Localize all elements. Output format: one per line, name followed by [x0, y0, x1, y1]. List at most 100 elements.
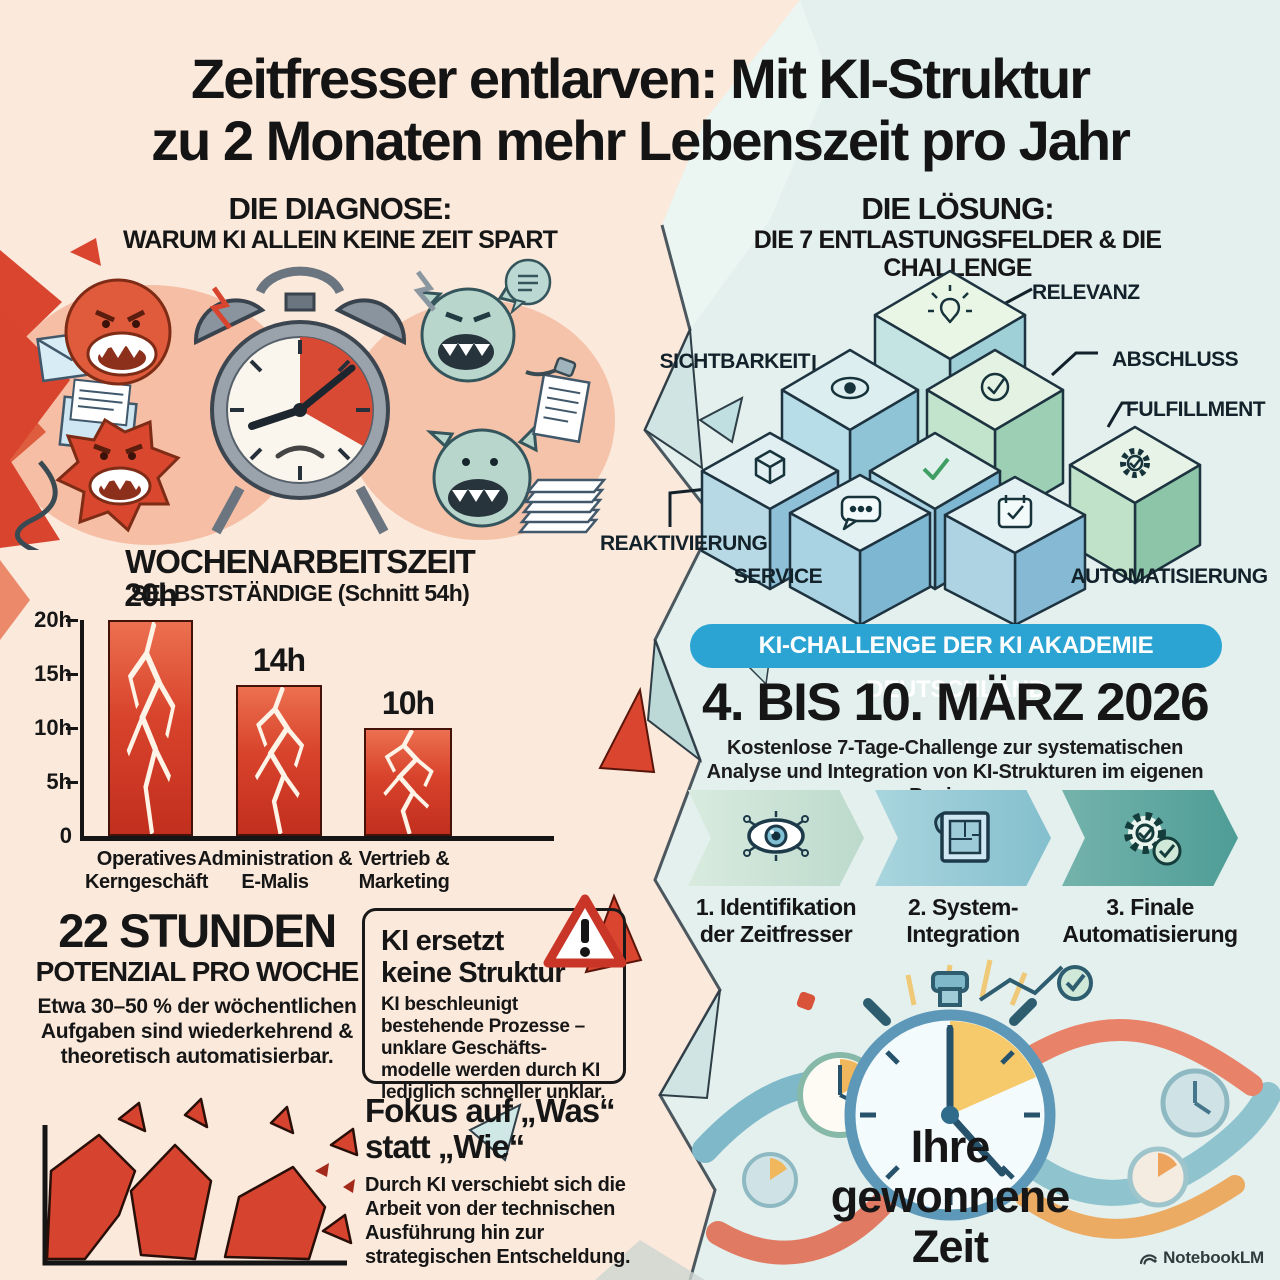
package-icon — [754, 449, 786, 485]
paper-stack-icon — [517, 478, 607, 534]
y-tick-label: 0 — [59, 823, 72, 848]
warning-box: KI ersetzt keine Struktur KI beschleunig… — [362, 908, 626, 1103]
title-line-1: Zeitfresser entlarven: Mit KI-Struktur — [191, 47, 1091, 110]
field-label-relevanz: RELEVANZ — [1032, 281, 1140, 304]
red-dot — [796, 991, 816, 1011]
trend-check-icon — [978, 965, 1093, 1002]
fokus-block: Fokus auf „Was“ statt „Wie“ Durch KI ver… — [365, 1093, 665, 1269]
category-label: Operatives Kerngeschäft — [84, 848, 208, 893]
blueprint-icon — [934, 811, 990, 863]
field-label-service: SERVICE — [733, 565, 823, 588]
step-arrow-3 — [1062, 790, 1238, 886]
warning-body: KI beschleunigt bestehende Prozesse – un… — [381, 994, 606, 1103]
potential-body: Etwa 30–50 % der wöchentlichen Aufgaben … — [37, 995, 357, 1068]
time-eater-monsters-illustration — [0, 258, 615, 550]
result-text: Ihre gewonnene Zeit — [830, 1121, 1071, 1272]
challenge-steps: 1. Identifikation der Zeitfresser 2. Sys… — [688, 790, 1238, 947]
chart-title: WOCHENARBEITSZEIT — [125, 543, 476, 580]
diagnosis-header: DIE DIAGNOSE: WARUM KI ALLEIN KEINE ZEIT… — [90, 191, 590, 255]
category-label: Vertrieb & Marketing — [358, 848, 450, 893]
step-arrow-2 — [875, 790, 1051, 886]
eye-identification-icon — [743, 811, 809, 861]
chart-plot-area: 20h 14h 10h — [80, 577, 554, 841]
potential-block: 22 STUNDEN POTENZIAL PRO WOCHE Etwa 30–5… — [28, 906, 366, 1069]
y-tick-label: 15h — [34, 661, 72, 686]
step-label-3: 3. Finale Automatisierung — [1062, 894, 1238, 947]
lightning-icon — [209, 286, 232, 330]
step-label-2: 2. System- Integration — [906, 894, 1020, 947]
notebooklm-logo-icon — [1139, 1254, 1157, 1265]
calendar-check-icon — [997, 495, 1033, 529]
chart-bar — [108, 620, 193, 836]
challenge-banner: KI-CHALLENGE DER KI AKADEMIE DEUTSCHLAND — [690, 624, 1222, 703]
small-clock-icon — [1160, 1068, 1230, 1138]
watermark: NotebookLM — [1138, 1248, 1264, 1268]
cable-icon — [15, 460, 58, 550]
field-label-fulfillment: FULFILLMENT — [1126, 398, 1266, 421]
lightbulb-icon — [928, 285, 972, 324]
eye-icon — [830, 376, 870, 400]
step-label-1: 1. Identifikation der Zeitfresser — [695, 894, 857, 947]
field-label-reaktivierung: REAKTIVIERUNG — [600, 532, 768, 555]
red-monster-icon — [64, 278, 172, 386]
chart-subtitle: SELBSTSTÄNDIGE (Schnitt 54h) — [130, 580, 470, 606]
gear-icon — [1120, 448, 1150, 478]
automatisierung-cube — [943, 475, 1087, 625]
solution-heading: DIE LÖSUNG: — [861, 191, 1054, 226]
title-line-2: zu 2 Monaten mehr Lebenszeit pro Jahr — [151, 109, 1131, 172]
small-clock-icon — [1127, 1146, 1189, 1208]
page-title: Zeitfresser entlarven: Mit KI-Struktur z… — [0, 48, 1280, 172]
chart-bar — [236, 685, 322, 836]
watermark-label: NotebookLM — [1163, 1248, 1264, 1267]
fokus-heading-2: statt „Wie“ — [365, 1128, 525, 1165]
alarm-clock-icon — [193, 266, 407, 535]
crack-texture — [254, 687, 305, 834]
y-tick-mark — [66, 619, 78, 622]
weekly-hours-bar-chart: WOCHENARBEITSZEIT SELBSTSTÄNDIGE (Schnit… — [20, 543, 620, 893]
seven-fields-cubes-diagram — [668, 269, 1202, 625]
teal-monster-icon — [414, 278, 519, 383]
potential-heading-2: POTENZIAL PRO WOCHE — [35, 956, 360, 987]
y-tick-mark — [66, 727, 78, 730]
diagnosis-subheading: WARUM KI ALLEIN KEINE ZEIT SPART — [122, 226, 558, 254]
shattered-chart-illustration — [42, 1097, 359, 1266]
gained-time-stopwatch-illustration — [692, 959, 1280, 1265]
chat-bubble-icon — [840, 495, 882, 531]
plug-icon — [525, 356, 577, 378]
crack-texture — [383, 730, 434, 834]
y-tick-mark — [66, 781, 78, 784]
gears-check-icon — [1124, 812, 1182, 866]
y-tick-label: 5h — [46, 769, 72, 794]
diagnosis-heading: DIE DIAGNOSE: — [228, 191, 453, 226]
potential-heading-1: 22 STUNDEN — [58, 904, 337, 957]
stopwatch-icon — [844, 971, 1056, 1221]
field-label-automatisierung: AUTOMATISIERUNG — [1070, 565, 1268, 588]
fokus-heading-1: Fokus auf „Was“ — [365, 1092, 616, 1129]
solution-header: DIE LÖSUNG: DIE 7 ENTLASTUNGSFELDER & DI… — [700, 191, 1215, 283]
step-arrow-1 — [688, 790, 864, 886]
check-circle-icon — [980, 372, 1010, 402]
warning-heading-2: keine Struktur — [381, 957, 566, 989]
category-label: Administration & E-Malis — [197, 848, 353, 893]
challenge-date: 4. BIS 10. MÄRZ 2026 — [701, 673, 1210, 732]
warning-triangle-icon — [543, 894, 627, 968]
y-tick-label: 20h — [34, 607, 72, 632]
fokus-body: Durch KI verschiebt sich die Arbeit von … — [365, 1174, 631, 1268]
solution-subheading: DIE 7 ENTLASTUNGSFELDER & DIE CHALLENGE — [753, 226, 1162, 282]
bar-value-label: 14h — [252, 642, 306, 678]
document-icon — [532, 373, 591, 444]
speech-bubble-icon — [504, 258, 552, 316]
fulfillment-cube — [1068, 425, 1202, 585]
lightning-icon — [413, 270, 436, 312]
warning-heading-1: KI ersetzt — [381, 925, 504, 957]
bar-value-label: 10h — [381, 685, 435, 721]
field-label-sichtbarkeit: SICHTBARKEIT — [659, 350, 811, 373]
crack-texture — [126, 622, 176, 834]
y-tick-label: 10h — [34, 715, 72, 740]
y-tick-mark — [66, 673, 78, 676]
chart-bar — [364, 728, 452, 836]
bar-value-label: 20h — [124, 577, 177, 613]
field-label-abschluss: ABSCHLUSS — [1112, 348, 1239, 371]
teal-spiky-monster-icon — [425, 424, 538, 528]
